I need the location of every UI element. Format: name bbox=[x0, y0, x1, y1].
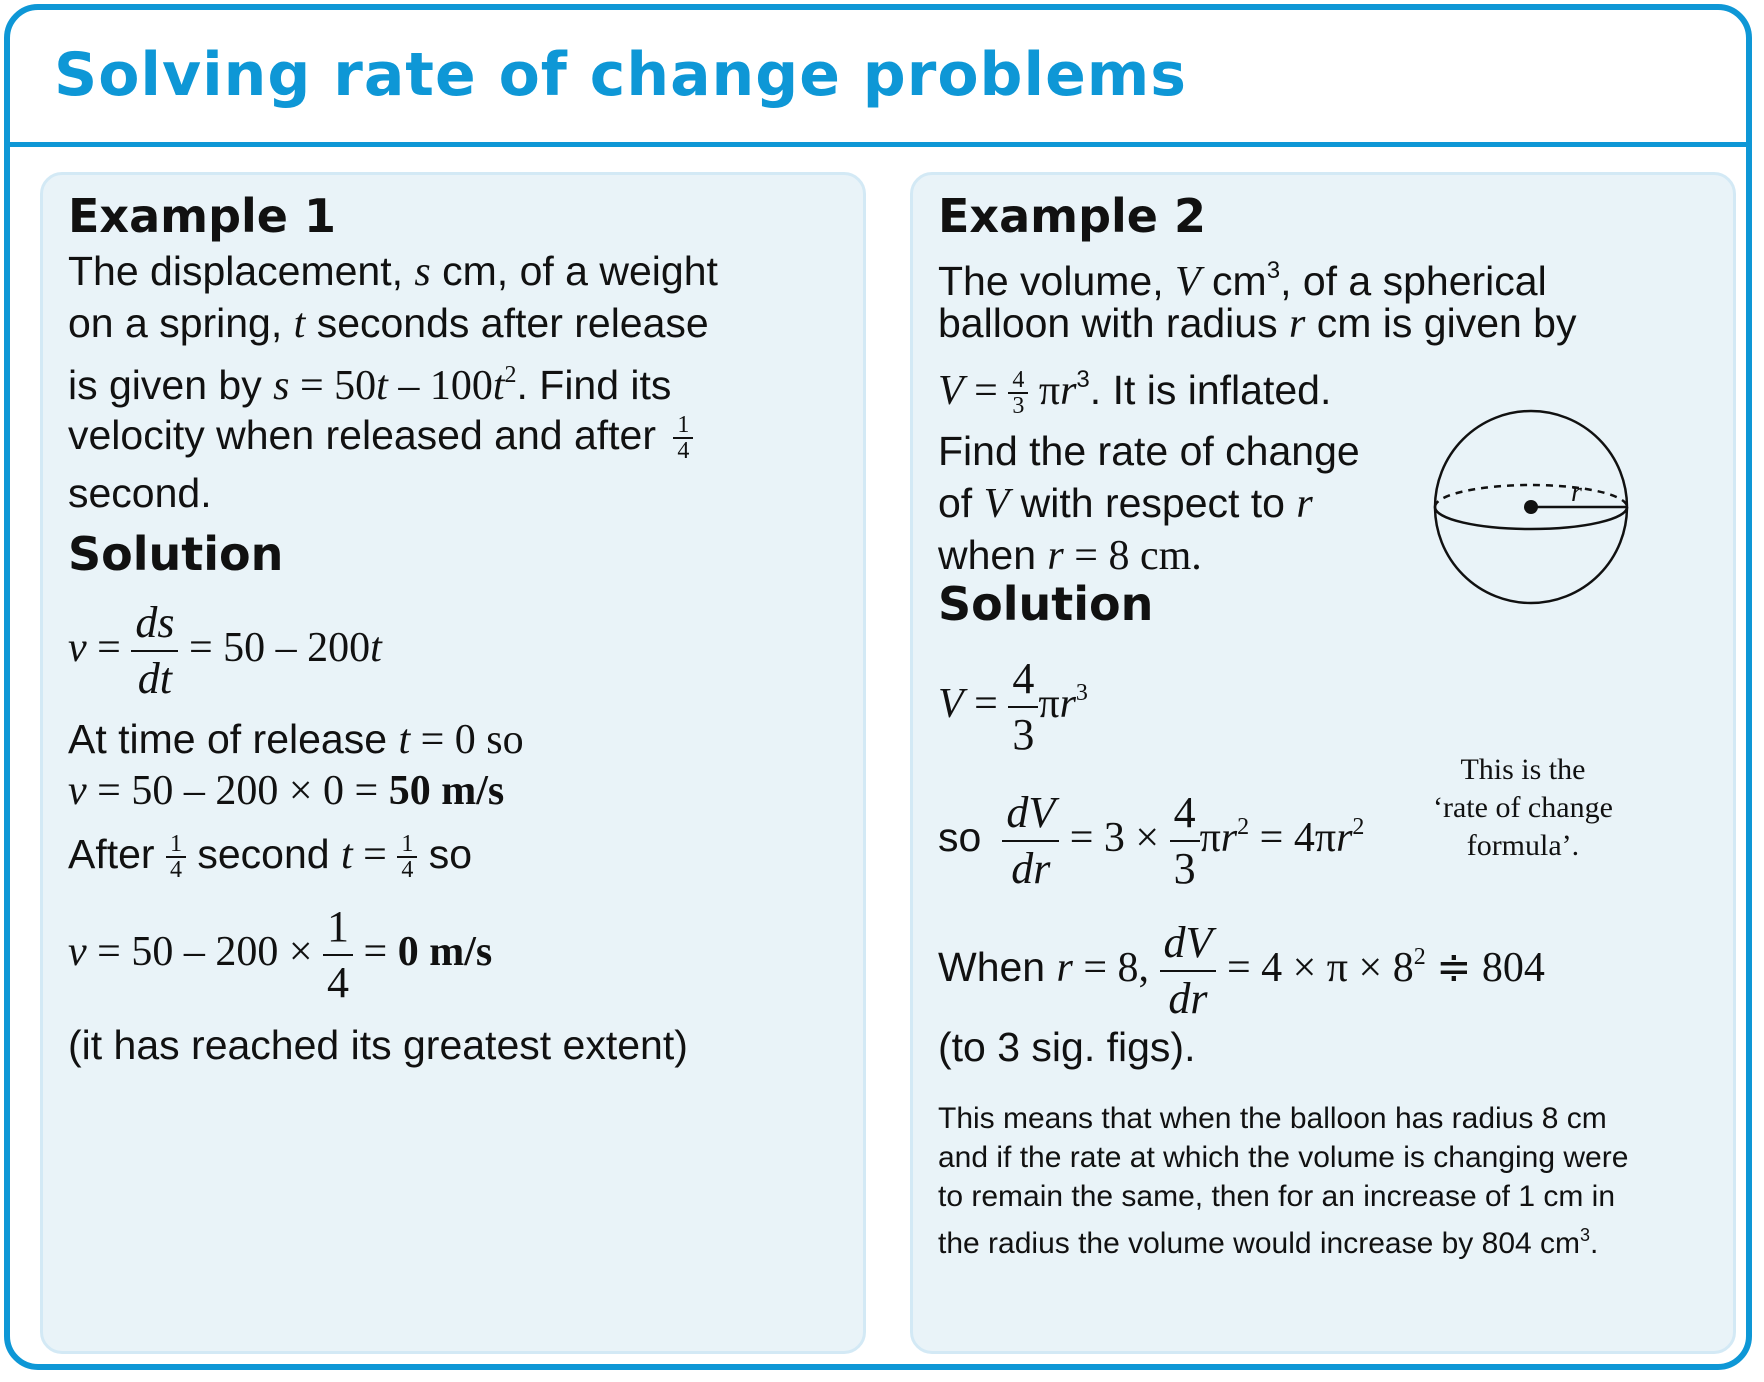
explanation-line-3: to remain the same, then for an increase… bbox=[938, 1180, 1616, 1213]
example-2-problem-line-1: The volume, V cm3, of a spherical bbox=[938, 257, 1547, 305]
explanation-line-2: and if the rate at which the volume is c… bbox=[938, 1141, 1629, 1174]
sig-figs-note: (to 3 sig. figs). bbox=[938, 1024, 1196, 1070]
derivative-equation: so dV dr = 3 × 4 3 πr2 = 4πr2 bbox=[938, 769, 1364, 896]
release-line-1: At time of release t = 0 so bbox=[68, 716, 524, 763]
explanation-line-1: This means that when the balloon has rad… bbox=[938, 1102, 1607, 1135]
explanation-line-4: the radius the volume would increase by … bbox=[938, 1225, 1599, 1260]
example-1-problem-line-5: second. bbox=[68, 470, 212, 516]
velocity-equation: v = ds dt = 50 – 200t bbox=[68, 589, 382, 707]
page-title: Solving rate of change problems bbox=[54, 40, 1188, 110]
volume-formula: V = 4 3 πr3 bbox=[938, 635, 1088, 762]
example-1-heading: Example 1 bbox=[68, 189, 336, 243]
example-2-question-line-1: Find the rate of change bbox=[938, 428, 1360, 474]
derivative-dv-dr: dV dr bbox=[1159, 916, 1217, 1026]
answer-0-ms: 0 m/s bbox=[397, 929, 493, 975]
sphere-diagram: r bbox=[1433, 409, 1629, 605]
example-2-solution-heading: Solution bbox=[938, 577, 1154, 631]
example-1-problem-line-2: on a spring, t seconds after release bbox=[68, 300, 709, 347]
example-1-problem-line-1: The displacement, s cm, of a weight bbox=[68, 248, 718, 295]
rate-of-change-note: This is the ‘rate of change formula’. bbox=[1433, 753, 1613, 862]
example-2-heading: Example 2 bbox=[938, 189, 1206, 243]
derivative-dv-dr: dV dr bbox=[1002, 786, 1060, 896]
example-1-solution-heading: Solution bbox=[68, 527, 284, 581]
evaluation-equation: When r = 8, dV dr = 4 × π × 82 ≑ 804 bbox=[938, 899, 1545, 1026]
example-2-question-line-2: of V with respect to r bbox=[938, 480, 1313, 527]
radius-label: r bbox=[1571, 477, 1582, 508]
title-divider bbox=[10, 142, 1746, 147]
closing-remark: (it has reached its greatest extent) bbox=[68, 1022, 688, 1068]
example-2-question-line-3: when r = 8 cm. bbox=[938, 532, 1202, 579]
answer-50-ms: 50 m/s bbox=[388, 768, 505, 814]
example-1-panel: Example 1 The displacement, s cm, of a w… bbox=[40, 172, 866, 1354]
example-2-panel: Example 2 The volume, V cm3, of a spheri… bbox=[910, 172, 1736, 1354]
card-frame: Solving rate of change problems Example … bbox=[4, 4, 1752, 1370]
example-2-problem-line-2: balloon with radius r cm is given by bbox=[938, 300, 1577, 347]
example-1-problem-line-3: is given by s = 50t – 100t2. Find its bbox=[68, 362, 672, 409]
derivative-ds-dt: ds dt bbox=[131, 596, 179, 706]
release-line-2: v = 50 – 200 × 0 = 50 m/s bbox=[68, 768, 505, 814]
